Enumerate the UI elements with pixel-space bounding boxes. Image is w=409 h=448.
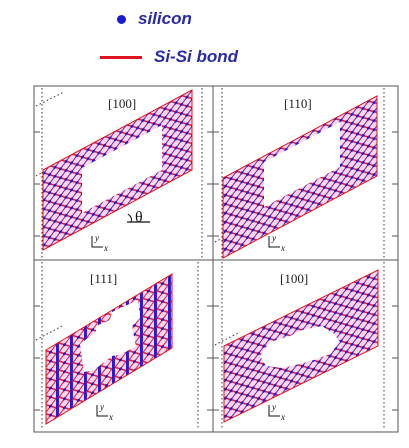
panel-label: [100] bbox=[108, 96, 136, 111]
legend: silicon Si-Si bond bbox=[0, 0, 409, 80]
axis-x-label: x bbox=[103, 243, 108, 253]
legend-silicon-label: silicon bbox=[138, 9, 192, 28]
elliptical-hole bbox=[260, 326, 340, 368]
panel-110-rect: [110] y x bbox=[222, 95, 378, 259]
axis-icon bbox=[268, 236, 280, 248]
periodic-boundaries bbox=[35, 88, 385, 430]
silicon-atom-icon bbox=[117, 14, 126, 24]
panel-label: [111] bbox=[90, 271, 117, 286]
axis-y-label: y bbox=[271, 233, 276, 243]
panel-111-jagged: [111] y x bbox=[45, 271, 173, 425]
axis-icon bbox=[268, 405, 280, 417]
panel-label: [110] bbox=[284, 96, 312, 111]
jagged-hole bbox=[80, 300, 140, 372]
figure-frame bbox=[33, 85, 399, 433]
axis-x-label: x bbox=[280, 412, 285, 422]
axis-y-label: y bbox=[94, 233, 99, 243]
rectangular-hole bbox=[82, 125, 162, 213]
tick-marks bbox=[34, 131, 398, 411]
theta-arc bbox=[127, 213, 133, 223]
rectangular-hole bbox=[264, 122, 340, 207]
axis-x-label: x bbox=[280, 243, 285, 253]
legend-bond: Si-Si bond bbox=[100, 47, 238, 67]
axis-y-label: y bbox=[99, 402, 104, 412]
legend-bond-label: Si-Si bond bbox=[154, 47, 239, 66]
axis-icon bbox=[91, 236, 103, 248]
axis-x-label: x bbox=[108, 412, 113, 422]
legend-silicon: silicon bbox=[117, 9, 192, 29]
panel-label: [100] bbox=[280, 271, 308, 286]
theta-label: θ bbox=[135, 209, 143, 226]
panel-100-ellipse: [100] y x bbox=[223, 269, 379, 423]
axis-y-label: y bbox=[271, 402, 276, 412]
axis-icon bbox=[96, 405, 108, 417]
panel-100-rect: [100] θ y x bbox=[42, 89, 193, 253]
si-si-bond-icon bbox=[100, 55, 142, 59]
outer-frame bbox=[33, 85, 399, 433]
